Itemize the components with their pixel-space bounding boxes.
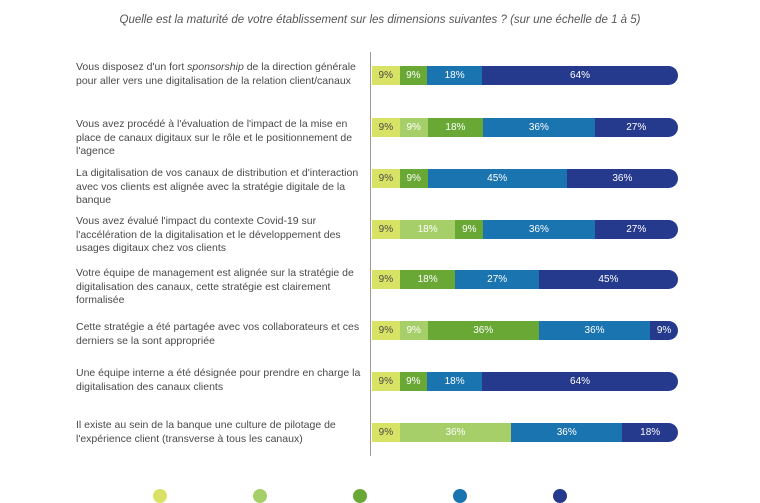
legend-swatch: [253, 489, 267, 503]
bar-segment: 18%: [427, 66, 483, 85]
bar-segment: 36%: [566, 169, 678, 188]
legend-swatch: [553, 489, 567, 503]
bar-segment: 9%: [399, 118, 428, 137]
bar-segment: 36%: [483, 220, 595, 239]
bar-segment: 18%: [399, 270, 456, 289]
bar-segment: 9%: [372, 220, 400, 239]
row-label: Vous avez procédé à l'évaluation de l'im…: [76, 118, 353, 157]
bar-segment: 64%: [482, 66, 678, 85]
bar-segment: 9%: [372, 169, 400, 188]
bar-row: 9% 9% 45% 36%: [372, 169, 678, 188]
bar-segment: 9%: [399, 372, 428, 391]
row-label-emphasis: sponsorship: [187, 61, 244, 73]
bar-segment: 9%: [455, 220, 484, 239]
bar-segment: 18%: [427, 372, 483, 391]
row-label: Il existe au sein de la banque une cultu…: [76, 419, 336, 445]
row-label: Une équipe interne a été désignée pour p…: [76, 367, 361, 393]
bar-segment: 36%: [483, 118, 595, 137]
bar-segment: 27%: [594, 220, 678, 239]
bar-segment: 36%: [427, 321, 539, 340]
row-label: Cette stratégie a été partagée avec vos …: [76, 321, 360, 347]
bar-segment: 9%: [372, 321, 400, 340]
bar-segment: 45%: [538, 270, 678, 289]
axis-line: [370, 52, 371, 456]
bar-segment: 9%: [650, 321, 678, 340]
row-label: La digitalisation de vos canaux de distr…: [76, 167, 359, 206]
bar-segment: 9%: [372, 270, 400, 289]
bar-segment: 36%: [511, 423, 623, 442]
legend-swatch: [353, 489, 367, 503]
bar-segment: 9%: [399, 169, 428, 188]
legend-swatch: [453, 489, 467, 503]
bar-segment: 9%: [372, 118, 400, 137]
bar-segment: 9%: [372, 66, 400, 85]
bar-segment: 9%: [399, 321, 428, 340]
row-label: Vous avez évalué l'impact du contexte Co…: [76, 215, 341, 254]
bar-segment: 64%: [482, 372, 678, 391]
bar-segment: 36%: [538, 321, 651, 340]
bar-segment: 18%: [622, 423, 678, 442]
bar-row: 9% 9% 18% 36% 27%: [372, 118, 678, 137]
row-label-part: Vous disposez d'un fort: [76, 61, 188, 73]
bar-segment: 9%: [399, 66, 428, 85]
bar-segment: 36%: [399, 423, 512, 442]
bar-segment: 9%: [372, 372, 400, 391]
bar-row: 9% 9% 36% 36% 9%: [372, 321, 678, 340]
legend-swatch: [153, 489, 167, 503]
row-label: Votre équipe de management est alignée s…: [76, 267, 354, 306]
bar-row: 9% 36% 36% 18%: [372, 423, 678, 442]
bar-row: 9% 18% 27% 45%: [372, 270, 678, 289]
bar-segment: 27%: [455, 270, 539, 289]
bar-row: 9% 9% 18% 64%: [372, 66, 678, 85]
bar-segment: 27%: [594, 118, 678, 137]
bar-segment: 18%: [427, 118, 484, 137]
row-label-part: de la direction générale pour aller vers…: [76, 61, 356, 87]
bar-segment: 45%: [427, 169, 567, 188]
bar-segment: 9%: [372, 423, 400, 442]
bar-row: 9% 9% 18% 64%: [372, 372, 678, 391]
row-label: Vous disposez d'un fort sponsorship de l…: [76, 61, 366, 88]
bar-row: 9% 18% 9% 36% 27%: [372, 220, 678, 239]
bar-segment: 18%: [399, 220, 456, 239]
chart-title: Quelle est la maturité de votre établiss…: [119, 14, 641, 26]
